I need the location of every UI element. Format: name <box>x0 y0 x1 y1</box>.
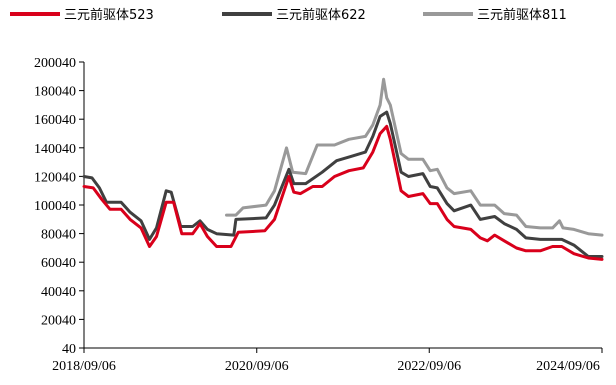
x-tick-label: 2020/09/06 <box>225 359 289 374</box>
y-tick-label: 120040 <box>34 170 76 185</box>
legend: 三元前驱体523 三元前驱体622 三元前驱体811 <box>10 7 567 23</box>
y-tick-label: 40 <box>62 342 76 357</box>
x-tick-label: 2022/09/06 <box>397 359 461 374</box>
x-tick-label: 2018/09/06 <box>52 359 116 374</box>
plot-area <box>82 77 604 261</box>
y-axis: 40 20040 40040 60040 80040 100040 120040 140040… <box>34 56 85 357</box>
legend-label: 三元前驱体523 <box>64 7 154 23</box>
y-tick-label: 100040 <box>34 199 76 214</box>
y-tick-label: 140040 <box>34 142 76 157</box>
legend-label: 三元前驱体622 <box>276 7 366 23</box>
y-tick-label: 200040 <box>34 56 76 71</box>
y-tick-label: 180040 <box>34 85 76 100</box>
y-tick-label: 80040 <box>41 228 76 243</box>
y-tick-label: 40040 <box>41 285 76 300</box>
y-tick-label: 160040 <box>34 113 76 128</box>
series-line-523 <box>82 124 604 261</box>
series-line-622 <box>82 110 604 258</box>
legend-label: 三元前驱体811 <box>477 7 567 23</box>
y-tick-label: 20040 <box>41 313 76 328</box>
y-tick-label: 60040 <box>41 256 76 271</box>
x-tick-label: 2024/09/06 <box>536 359 600 374</box>
series-line-811 <box>225 77 604 237</box>
x-axis: 2018/09/06 2020/09/06 2022/09/06 2024/09/06 <box>52 347 603 374</box>
